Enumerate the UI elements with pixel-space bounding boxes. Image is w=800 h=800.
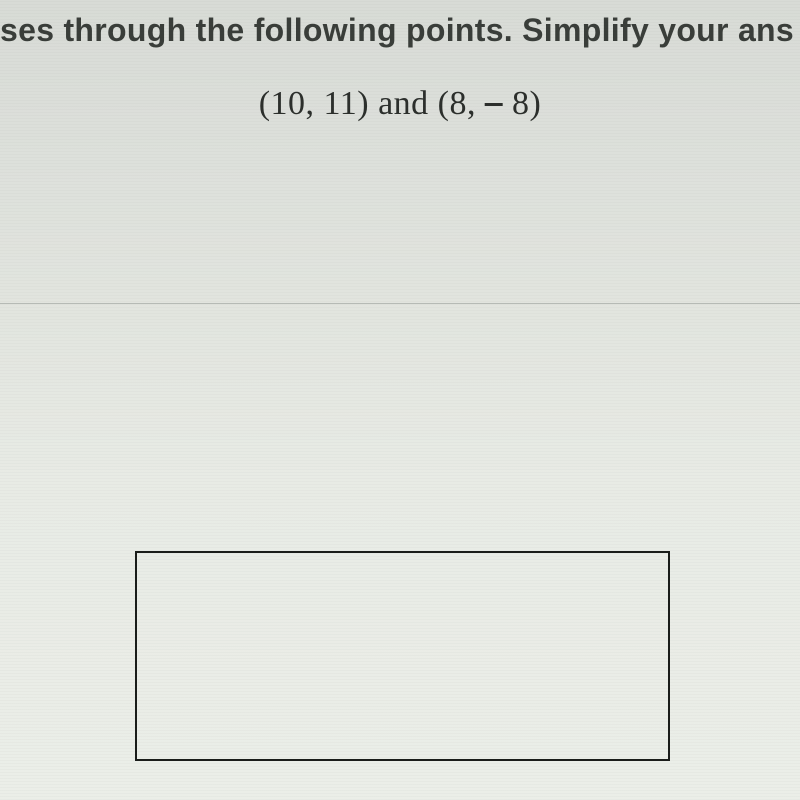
horizontal-divider	[0, 303, 800, 304]
minus-icon	[485, 103, 503, 106]
question-instruction-text: ses through the following points. Simpli…	[0, 12, 800, 49]
points-value: 8)	[512, 85, 541, 122]
answer-input-box[interactable]	[135, 551, 670, 761]
coordinate-points: (10, 11) and (8, 8)	[259, 85, 542, 123]
points-prefix: (10, 11) and (8,	[259, 85, 485, 122]
